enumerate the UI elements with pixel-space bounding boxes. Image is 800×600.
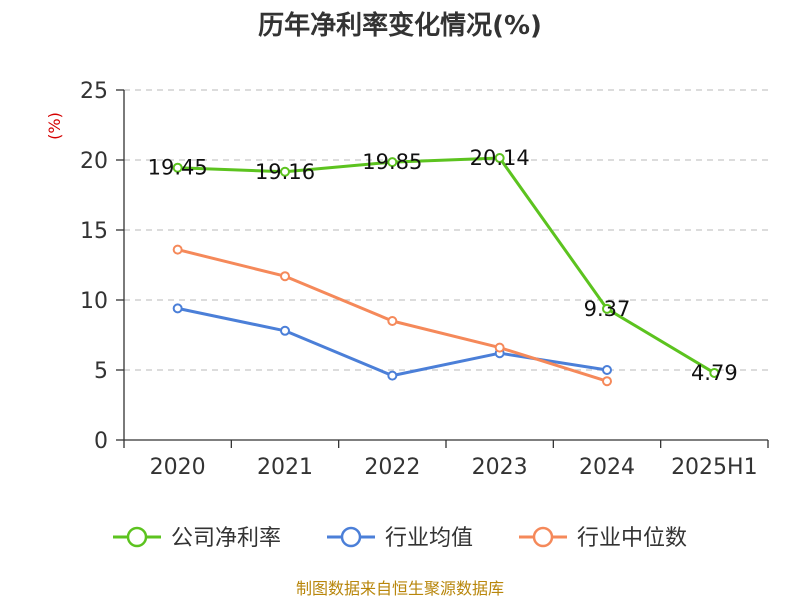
legend[interactable]: 公司净利率 行业均值 行业中位数 <box>113 526 687 551</box>
x-tick-label: 2023 <box>472 455 528 480</box>
y-tick-label: 10 <box>80 289 108 314</box>
data-point[interactable] <box>387 157 398 168</box>
data-labels: 19.45 19.16 19.85 20.14 9.37 4.79 <box>148 146 738 385</box>
y-tick-label: 5 <box>94 359 108 384</box>
data-label: 4.79 <box>691 361 738 385</box>
data-point[interactable] <box>709 367 720 378</box>
data-point[interactable] <box>172 162 183 173</box>
x-tick-label: 2021 <box>257 455 313 480</box>
data-point[interactable] <box>387 370 398 381</box>
data-point[interactable] <box>494 153 505 164</box>
legend-label: 公司净利率 <box>171 526 281 551</box>
x-tick-label: 2022 <box>364 455 420 480</box>
data-point[interactable] <box>602 303 612 314</box>
legend-marker <box>126 526 148 548</box>
chart-title: 历年净利率变化情况(%) <box>258 10 542 41</box>
legend-item[interactable]: 公司净利率 <box>113 526 281 551</box>
series-line-0 <box>177 156 716 375</box>
axes: 0 5 10 15 20 25 2020 2021 2022 2023 2024 2025H1 <box>80 79 769 480</box>
data-point[interactable] <box>280 325 290 336</box>
data-source: 制图数据来自恒生聚源数据库 <box>296 579 504 598</box>
data-label: 19.45 <box>148 156 208 180</box>
data-label: 20.14 <box>470 146 530 170</box>
data-point[interactable] <box>602 376 612 387</box>
legend-label: 行业均值 <box>385 526 473 551</box>
y-tick-label: 25 <box>80 79 108 104</box>
data-point[interactable] <box>387 316 398 326</box>
data-point[interactable] <box>280 166 290 177</box>
legend-marker <box>532 526 554 548</box>
x-tick-label: 2025H1 <box>671 455 758 480</box>
data-label: 9.37 <box>584 297 631 321</box>
y-axis-unit: (%) <box>45 112 64 140</box>
legend-item[interactable]: 行业中位数 <box>519 526 687 551</box>
data-point[interactable] <box>494 342 505 353</box>
data-label: 19.85 <box>362 150 422 174</box>
legend-item[interactable]: 行业均值 <box>327 526 473 551</box>
legend-marker <box>340 526 362 548</box>
x-tick-label: 2024 <box>579 455 635 480</box>
data-point[interactable] <box>172 303 183 314</box>
series-lines <box>172 153 720 387</box>
data-point[interactable] <box>172 244 183 255</box>
y-tick-label: 15 <box>80 219 108 244</box>
x-tick-label: 2020 <box>150 455 206 480</box>
y-tick-label: 20 <box>80 149 108 174</box>
grid <box>124 89 768 371</box>
y-tick-label: 0 <box>94 429 108 454</box>
data-point[interactable] <box>280 271 290 282</box>
series-line-2 <box>177 248 608 383</box>
legend-label: 行业中位数 <box>577 526 687 551</box>
data-label: 19.16 <box>255 160 315 184</box>
data-point[interactable] <box>602 365 612 375</box>
